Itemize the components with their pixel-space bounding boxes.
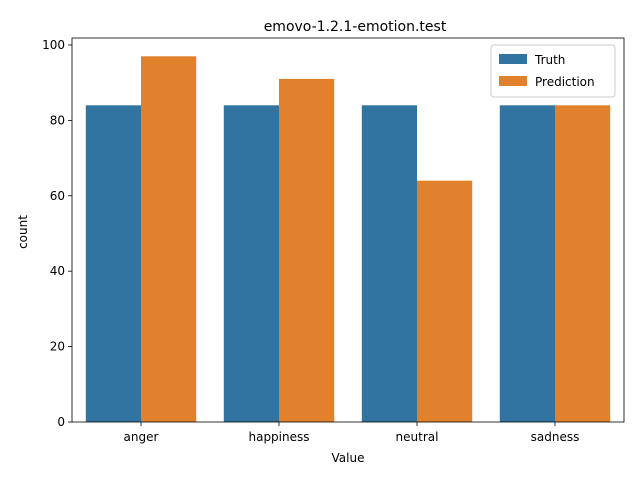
bars-group — [85, 56, 611, 423]
x-tick-label-sadness: sadness — [531, 430, 580, 444]
bar-truth-sadness — [499, 105, 555, 423]
bar-prediction-neutral — [417, 180, 473, 422]
x-tick-label-neutral: neutral — [396, 430, 439, 444]
y-tick-label: 80 — [50, 113, 65, 127]
bar-truth-happiness — [223, 105, 279, 423]
bar-prediction-sadness — [555, 105, 611, 423]
legend-label-truth: Truth — [534, 53, 565, 67]
bar-prediction-anger — [141, 56, 197, 423]
bar-prediction-happiness — [279, 78, 335, 422]
x-axis-label: Value — [332, 451, 365, 465]
legend-swatch-prediction — [499, 76, 527, 86]
plot-frame — [71, 37, 625, 423]
bar-truth-neutral — [361, 105, 417, 423]
axes-frame — [71, 37, 625, 423]
legend: Truth Prediction — [490, 44, 616, 98]
y-tick-label: 60 — [50, 189, 65, 203]
y-tick-label: 0 — [57, 415, 65, 429]
x-tick-label-anger: anger — [124, 430, 159, 444]
y-axis-label: count — [16, 215, 30, 249]
legend-swatch-truth — [499, 54, 527, 64]
bar-truth-anger — [85, 105, 141, 423]
y-tick-label: 20 — [50, 340, 65, 354]
legend-label-prediction: Prediction — [535, 75, 595, 89]
y-tick-label: 100 — [42, 38, 65, 52]
chart-title: emovo-1.2.1-emotion.test — [264, 19, 447, 35]
x-tick-label-happiness: happiness — [248, 430, 309, 444]
y-tick-label: 40 — [50, 264, 65, 278]
y-axis-ticks: 0 20 40 60 80 100 — [42, 38, 72, 429]
x-axis-ticks: anger happiness neutral sadness — [124, 422, 580, 444]
